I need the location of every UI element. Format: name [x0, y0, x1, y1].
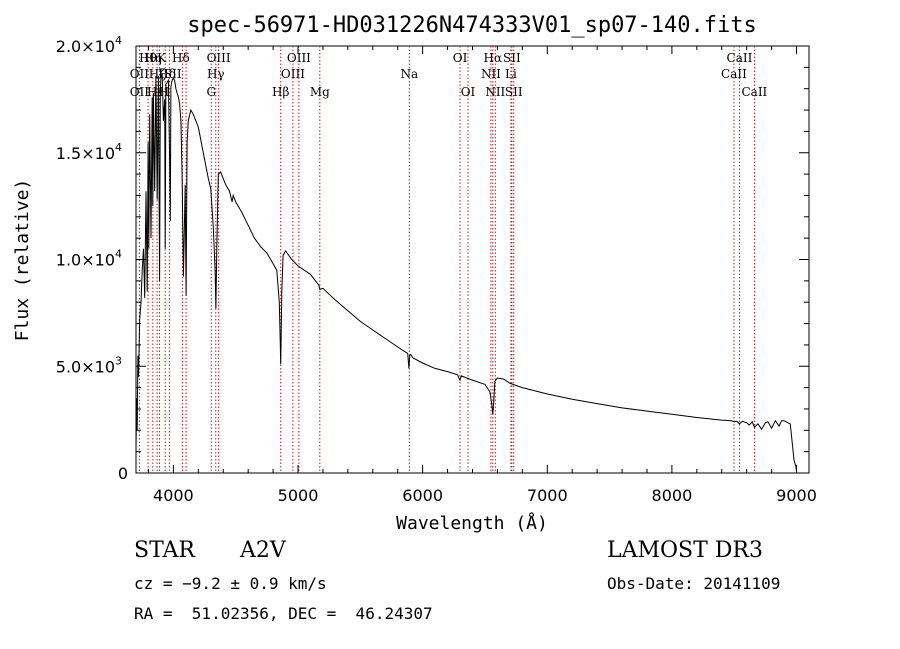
line-label-17: Mg [310, 85, 330, 99]
redshift-velocity: cz = −9.2 ± 0.9 km/s [134, 574, 327, 593]
y-tick-label-2: 1.0×104 [56, 248, 122, 270]
plot-frame [135, 45, 810, 474]
line-label-28: CaII [721, 67, 747, 81]
line-label-2: OII [130, 85, 150, 99]
survey-name: LAMOST DR3 [607, 538, 763, 563]
y-tick-label-1: 5.0×103 [56, 354, 122, 376]
x-tick-label-3: 7000 [527, 486, 568, 505]
x-axis-label: Wavelength (Å) [396, 512, 548, 534]
line-label-0: Hθ [139, 51, 157, 65]
line-label-26: SII [505, 85, 523, 99]
line-label-8: H [159, 85, 169, 99]
x-tick-label-0: 4000 [153, 486, 194, 505]
line-label-25: NII [485, 85, 505, 99]
x-tick-label-1: 5000 [278, 486, 319, 505]
line-label-23: NII [481, 67, 501, 81]
y-tick-label-0: 0 [118, 464, 128, 483]
chart-title: spec-56971-HD031226N474333V01_sp07-140.f… [187, 13, 757, 38]
line-label-3: Hη [144, 51, 162, 65]
object-class: STAR [134, 538, 195, 563]
line-label-10: Hδ [172, 51, 190, 65]
line-label-22: SII [503, 51, 521, 65]
object-subclass: A2V [240, 538, 286, 563]
line-label-15: OIII [287, 51, 311, 65]
y-tick-label-4: 2.0×104 [56, 34, 122, 56]
coordinates: RA = 51.02356, DEC = 46.24307 [134, 604, 433, 623]
observation-date: Obs-Date: 20141109 [607, 574, 781, 593]
line-label-1: OII [130, 67, 150, 81]
line-label-19: OI [453, 51, 468, 65]
line-label-20: OI [461, 85, 476, 99]
line-label-12: Hγ [207, 67, 225, 81]
y-axis: 0 5.0×103 1.0×104 1.5×104 2.0×104 [56, 34, 809, 483]
line-label-21: Hα [484, 51, 503, 65]
line-label-9: SII [164, 67, 182, 81]
line-label-14: Hβ [272, 85, 289, 99]
x-tick-label-2: 6000 [402, 486, 443, 505]
line-label-24: Li [505, 67, 517, 81]
y-tick-label-3: 1.5×104 [56, 141, 122, 163]
line-label-18: Na [400, 67, 418, 81]
line-label-16: OIII [281, 67, 305, 81]
x-tick-label-5: 9000 [776, 486, 817, 505]
line-label-29: CaII [741, 85, 767, 99]
line-label-4: K [157, 51, 167, 65]
line-label-11: OIII [207, 51, 231, 65]
line-label-27: CaII [727, 51, 753, 65]
line-label-13: G [206, 85, 216, 99]
y-axis-label: Flux (relative) [12, 179, 33, 342]
spectrum-line [135, 73, 797, 471]
x-tick-label-4: 8000 [652, 486, 693, 505]
reference-lines [138, 46, 755, 473]
x-axis: 4000 5000 6000 7000 8000 9000 [147, 46, 817, 505]
